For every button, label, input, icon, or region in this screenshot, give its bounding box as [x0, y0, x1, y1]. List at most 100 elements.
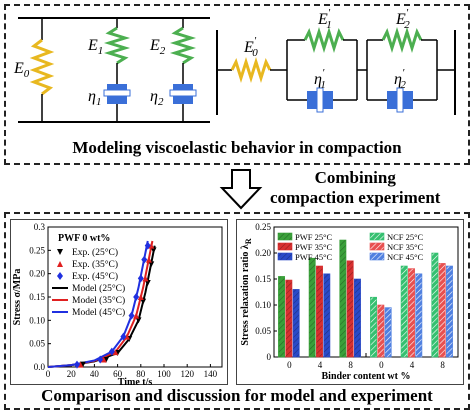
legend-swatch	[277, 232, 293, 241]
data-point	[142, 275, 149, 282]
bar	[415, 273, 423, 358]
data-point	[123, 333, 130, 340]
label-e2-prime: E′ 2	[395, 7, 410, 31]
x-tick-label: 40	[90, 369, 100, 379]
y-axis-label: Stress σ/MPa	[12, 269, 23, 326]
legend-marker	[57, 249, 63, 255]
bar	[438, 263, 446, 358]
data-point	[100, 356, 107, 363]
x-tick-label: 0	[287, 360, 292, 370]
dashpot-eta2-prime	[387, 87, 413, 113]
middle-caption: Combining compaction experiment	[270, 168, 440, 208]
label-e2: E2	[149, 37, 166, 57]
data-point	[150, 247, 157, 254]
x-tick-label: 4	[318, 360, 323, 370]
bottom-caption: Comparison and discussion for model and …	[41, 386, 433, 405]
legend-label: PWF 45°C	[295, 252, 333, 262]
x-tick-label: 120	[180, 369, 194, 379]
stress-time-chart-frame	[10, 219, 228, 385]
label-e1: E1	[87, 37, 103, 57]
spring-e1-prime	[303, 26, 345, 54]
legend-label: Model (35°C)	[72, 295, 125, 306]
spring-e2	[169, 26, 197, 65]
spring-e0	[29, 38, 55, 96]
y-tick-label: 0.20	[29, 269, 45, 279]
y-tick-label: 0.20	[255, 248, 271, 258]
y-tick-label: 0.15	[255, 274, 271, 284]
y-axis-label: Stress relaxation ratio λR	[240, 238, 253, 345]
y-axis-label-subscript: R	[244, 238, 253, 244]
legend-label: NCF 45°C	[387, 252, 424, 262]
y-tick-label: 0	[267, 352, 272, 362]
legend-swatch	[277, 242, 293, 251]
data-point	[133, 312, 140, 319]
legend-label: PWF 35°C	[295, 242, 333, 252]
label-eta1: η1	[88, 88, 101, 108]
bar	[308, 257, 316, 358]
bar	[431, 252, 439, 358]
legend-marker	[57, 272, 63, 280]
x-tick-label: 4	[410, 360, 415, 370]
legend-swatch	[369, 252, 385, 261]
middle-caption-line1: Combining	[314, 168, 396, 187]
x-tick-label: 8	[348, 360, 353, 370]
bar	[292, 289, 300, 358]
data-point	[135, 317, 142, 324]
legend-label: Model (45°C)	[72, 307, 125, 318]
generalized-maxwell-model	[18, 17, 210, 123]
bar	[278, 276, 285, 358]
data-point	[79, 361, 86, 368]
x-axis-label: Time t/s	[118, 377, 153, 388]
x-tick-label: 0	[46, 369, 51, 379]
legend-label: Exp. (25°C)	[72, 247, 118, 258]
label-e0: E0	[13, 60, 30, 80]
kelvin-chain-model	[216, 26, 456, 115]
x-tick-label: 8	[440, 360, 445, 370]
x-tick-label: 20	[67, 369, 77, 379]
bar	[446, 265, 453, 358]
legend-swatch	[369, 242, 385, 251]
data-point	[144, 241, 151, 250]
model-panel	[4, 4, 470, 165]
viscoelastic-model-diagram: E0 E1 η1 E2 η2 E′ 0 E′ 1 E′ 2 η′ 1 η′ 2	[13, 7, 456, 123]
legend-label: Exp. (35°C)	[72, 259, 118, 270]
data-point	[128, 311, 135, 320]
y-tick-label: 0.15	[29, 292, 45, 302]
y-tick-label: 0.10	[29, 315, 45, 325]
bar	[339, 239, 347, 358]
dashpot-eta1	[103, 84, 131, 104]
bar	[370, 296, 377, 358]
legend-swatch	[369, 232, 385, 241]
dashpot-eta1-prime	[307, 87, 333, 113]
bar	[323, 273, 331, 358]
bar	[354, 278, 361, 358]
top-caption: Modeling viscoelastic behavior in compac…	[72, 138, 402, 157]
spring-e1	[103, 26, 131, 65]
x-tick-label: 60	[113, 369, 123, 379]
data-point	[140, 298, 147, 305]
x-tick-label: 140	[204, 369, 218, 379]
data-point	[137, 274, 144, 283]
x-tick-label: 80	[136, 369, 146, 379]
data-point	[137, 294, 144, 300]
label-e0-prime: E′ 0	[243, 35, 258, 59]
label-eta2: η2	[150, 88, 164, 108]
legend-label: NCF 35°C	[387, 242, 424, 252]
spring-e0-prime	[230, 56, 272, 84]
dashpot-eta2	[169, 84, 197, 104]
bar	[384, 307, 392, 358]
y-tick-label: 0.05	[255, 326, 271, 336]
middle-caption-line2: compaction experiment	[270, 188, 441, 207]
legend-label: Exp. (45°C)	[72, 271, 118, 282]
label-e1-prime: E′ 1	[317, 7, 332, 31]
data-point	[133, 293, 140, 301]
data-point	[120, 332, 127, 341]
comparison-panel	[4, 212, 470, 410]
x-axis-label: Binder content wt %	[322, 371, 411, 382]
bar	[346, 260, 354, 358]
label-eta2-prime: η′ 2	[394, 67, 406, 91]
spring-e2-prime	[381, 26, 423, 54]
stress-time-chart: 0 20 40 60 80 100 120 140 0.0 0.05 0.10 0.15 0.20 0.2…	[12, 222, 223, 388]
data-point	[145, 256, 152, 263]
